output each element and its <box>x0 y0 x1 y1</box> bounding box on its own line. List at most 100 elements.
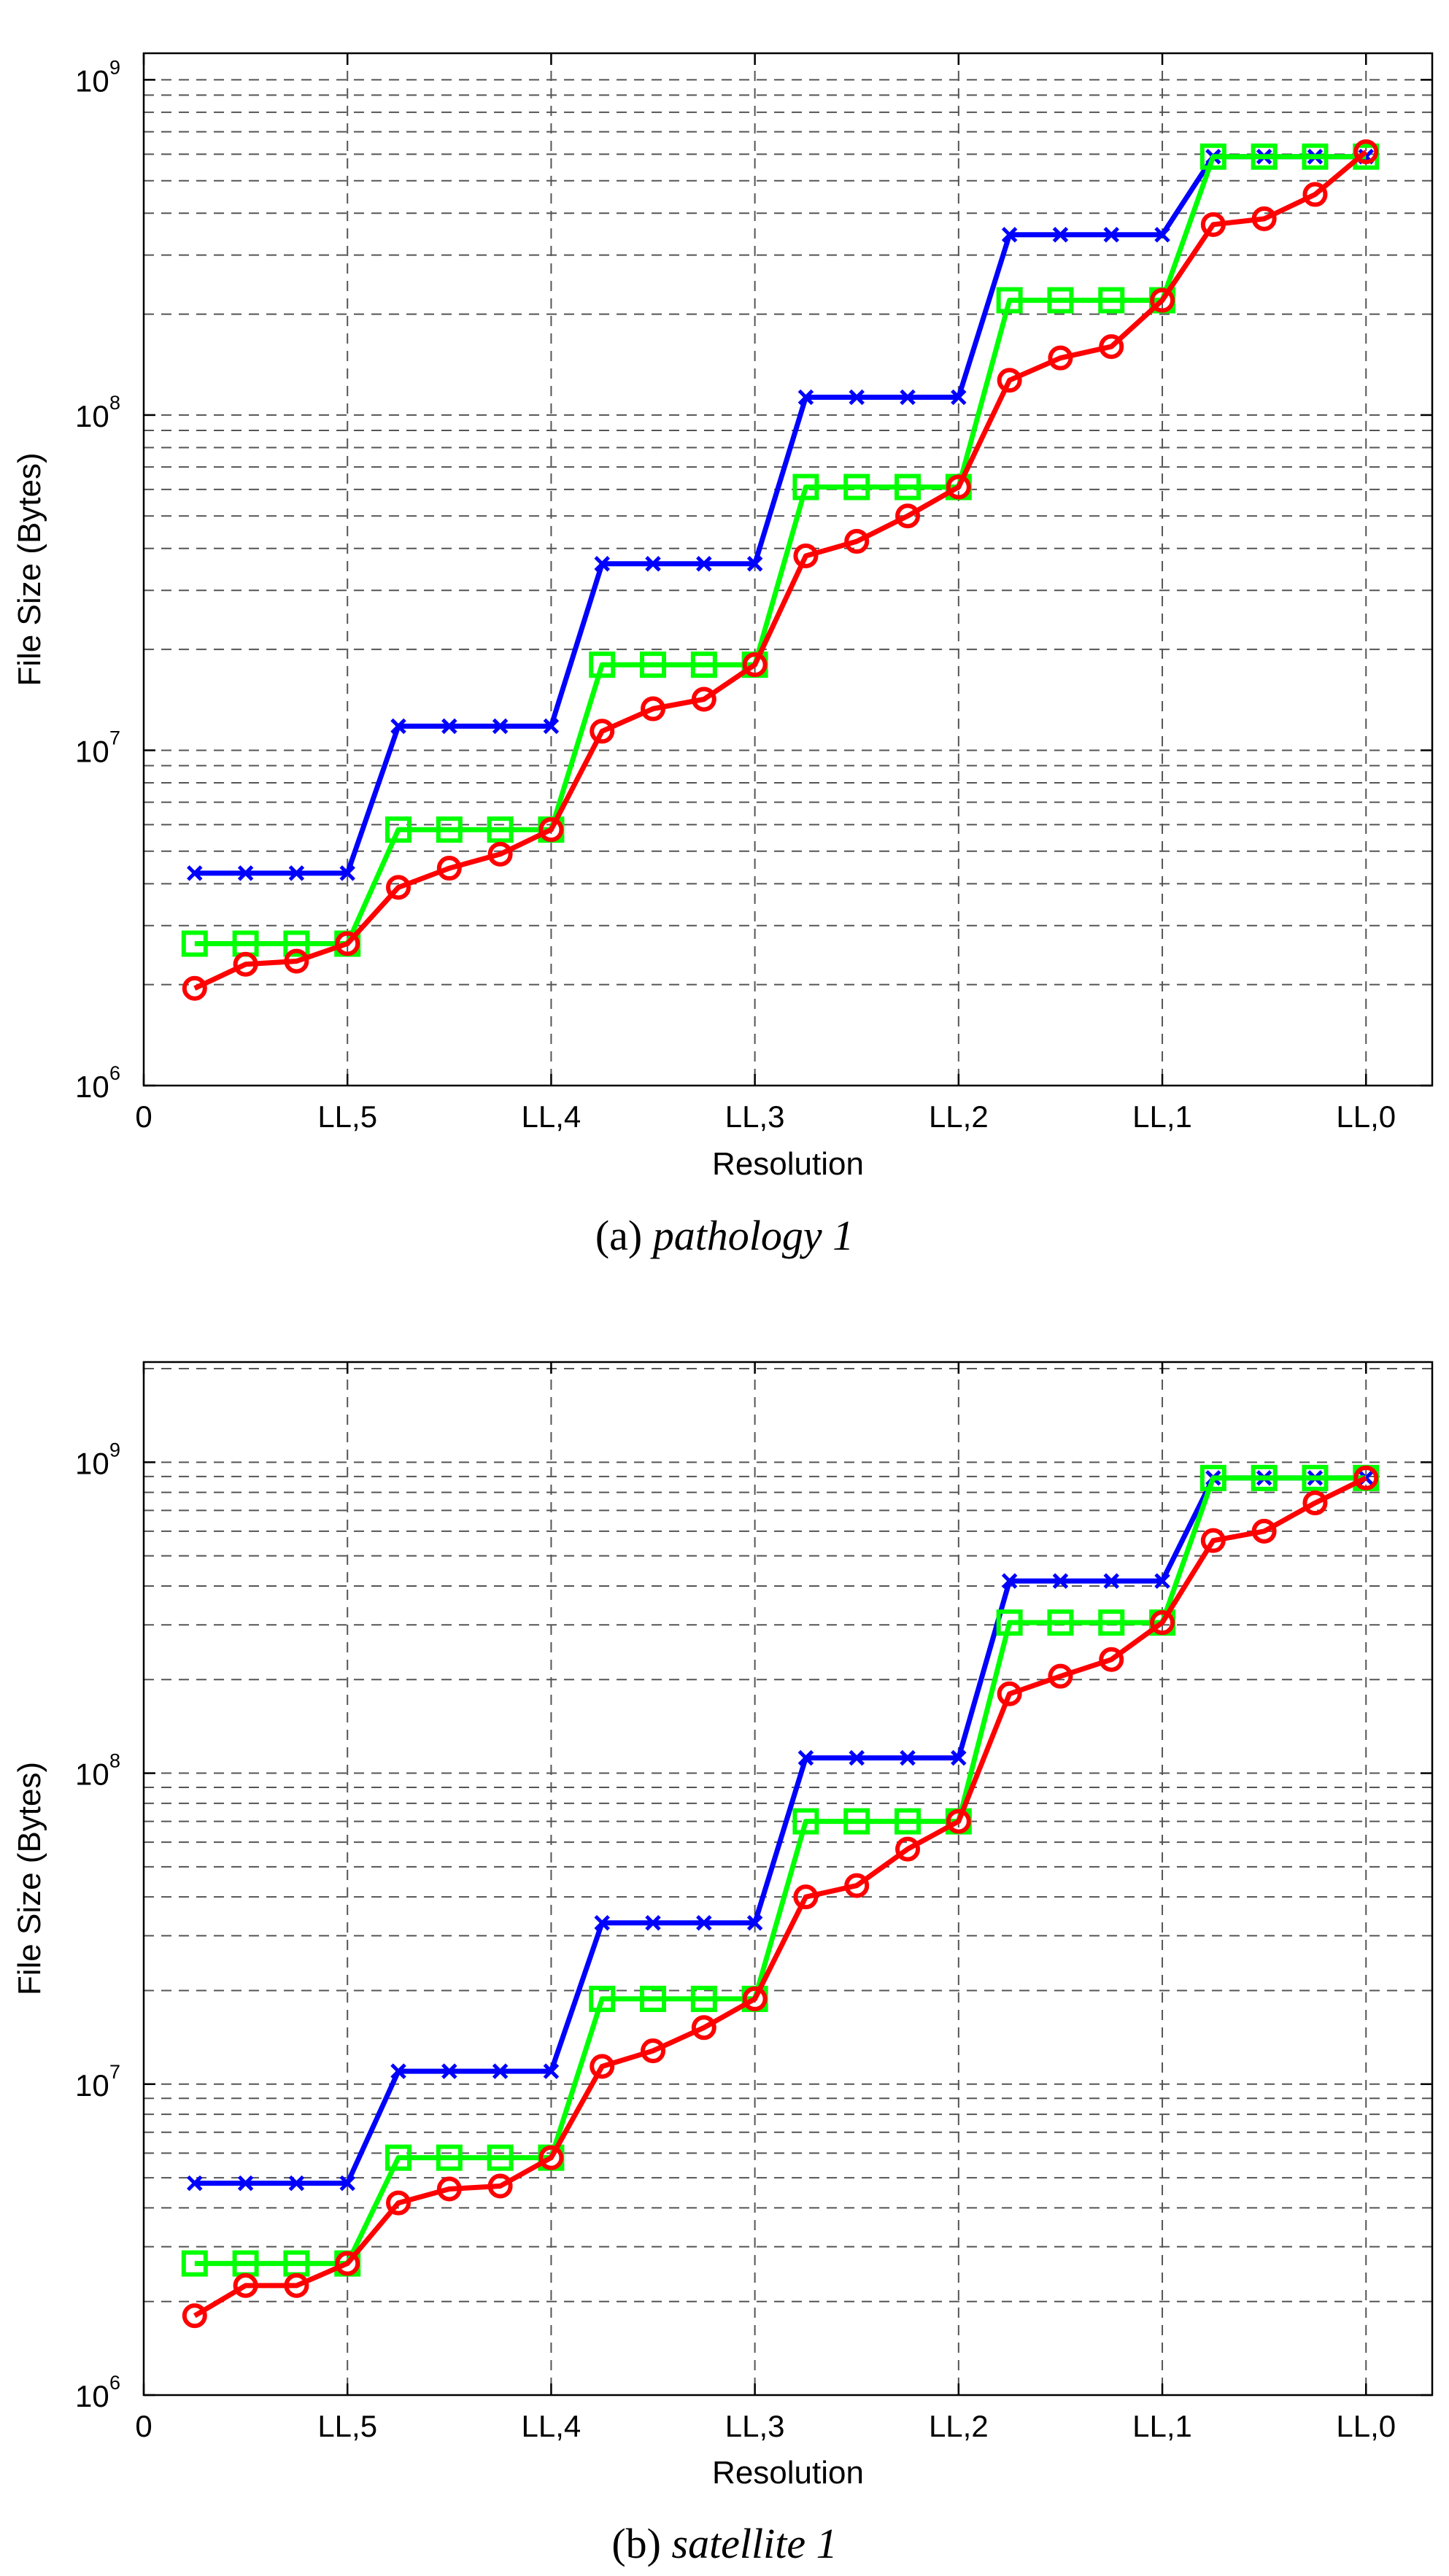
y-tick-label: 10 6 <box>75 1062 120 1104</box>
data-point-red <box>997 368 1022 393</box>
data-point-red <box>1150 1610 1175 1636</box>
data-point-green <box>640 1985 667 2012</box>
data-point-blue <box>1103 1573 1120 1589</box>
data-point-blue <box>746 1915 763 1931</box>
data-point-blue <box>696 1915 712 1931</box>
data-point-red <box>590 2054 615 2079</box>
marker-stroke <box>797 1749 814 1766</box>
data-point-blue <box>849 389 865 406</box>
marker-stroke <box>746 1915 763 1931</box>
marker-stroke <box>900 389 916 406</box>
data-point-green <box>1098 1609 1125 1636</box>
marker-stroke <box>645 556 661 572</box>
data-point-red <box>1099 334 1124 360</box>
data-point-red <box>1302 1490 1328 1516</box>
data-point-red <box>1048 1663 1073 1689</box>
x-axis-label: Resolution <box>712 1146 864 1182</box>
data-point-blue <box>492 718 509 735</box>
marker-stroke <box>900 1749 916 1766</box>
data-point-red <box>590 719 615 744</box>
data-point-blue <box>1103 227 1120 243</box>
y-axis-label: File Size (Bytes) <box>12 452 47 686</box>
figure-caption: (b) satellite 1 <box>611 2520 837 2567</box>
data-point-red <box>946 1809 971 1834</box>
x-tick-label: LL,4 <box>522 2409 581 2443</box>
marker-stroke <box>696 1915 712 1931</box>
marker-stroke <box>543 718 560 735</box>
y-tick-exponent: 9 <box>109 56 120 78</box>
data-point-red <box>284 2273 309 2298</box>
data-point-blue <box>492 2063 509 2079</box>
x-tick-label: LL,3 <box>725 2409 785 2443</box>
y-tick-label: 10 8 <box>75 1750 120 1792</box>
y-tick-base: 10 <box>75 2068 109 2103</box>
data-point-red <box>538 817 564 843</box>
marker-stroke <box>390 2063 406 2079</box>
marker-stroke <box>187 2175 203 2192</box>
data-point-blue <box>339 865 355 881</box>
y-axis-label: File Size (Bytes) <box>12 1762 47 1995</box>
y-tick-exponent: 8 <box>109 1750 120 1772</box>
y-tick-label: 10 7 <box>75 727 120 768</box>
data-point-blue <box>237 2175 254 2192</box>
marker-stroke <box>339 865 355 881</box>
data-point-green <box>894 1808 921 1835</box>
data-point-blue <box>1052 1573 1069 1589</box>
caption-prefix: (a) <box>595 1212 653 1259</box>
data-point-blue <box>645 1915 661 1931</box>
y-tick-label: 10 8 <box>75 392 120 433</box>
marker-stroke <box>441 718 457 735</box>
marker-stroke <box>594 1915 610 1931</box>
data-point-red <box>1099 1647 1124 1672</box>
x-tick-label: LL,1 <box>1132 2409 1192 2443</box>
data-point-green <box>843 1808 870 1835</box>
data-point-blue <box>1001 227 1018 243</box>
data-point-blue <box>441 718 457 735</box>
series-line-green <box>194 1475 1367 2267</box>
data-point-red <box>742 652 768 678</box>
data-point-blue <box>187 2175 203 2192</box>
x-tick-label: LL,2 <box>929 1099 989 1134</box>
data-point-green <box>1302 143 1329 170</box>
marker-stroke <box>849 389 865 406</box>
data-point-blue <box>951 389 967 406</box>
series-line-blue <box>194 1475 1367 2186</box>
data-point-green <box>1047 287 1074 314</box>
marker-stroke <box>237 2175 254 2192</box>
data-point-red <box>1302 182 1328 207</box>
data-point-blue <box>288 2175 305 2192</box>
figure-a: 0 LL,5 LL,4 LL,3 LL,2 LL,1 LL,0 10 6 10 7 10 8 10 9 Res… <box>12 52 1434 1259</box>
marker-stroke <box>492 2063 509 2079</box>
marker-stroke <box>797 389 814 406</box>
data-point-red <box>997 1681 1022 1706</box>
data-point-green <box>487 816 514 843</box>
data-point-blue <box>645 556 661 572</box>
data-point-green <box>283 930 310 957</box>
data-point-green <box>792 1808 819 1835</box>
axes-frame <box>142 1361 1434 2397</box>
series-red <box>182 139 1379 1001</box>
data-point-green <box>1047 1609 1074 1636</box>
y-tick-base: 10 <box>75 1757 109 1792</box>
data-point-red <box>1200 212 1226 237</box>
marker-stroke <box>390 718 406 735</box>
marker-stroke <box>1154 1573 1170 1589</box>
x-axis-label: Resolution <box>712 2455 864 2491</box>
x-tick-label: LL,2 <box>929 2409 989 2443</box>
y-tick-exponent: 6 <box>109 2372 120 2394</box>
data-point-red <box>487 2173 513 2199</box>
data-point-red <box>641 696 666 722</box>
y-tick-exponent: 7 <box>109 727 120 749</box>
marker-stroke <box>441 2063 457 2079</box>
data-point-blue <box>441 2063 457 2079</box>
data-point-red <box>233 2273 258 2298</box>
data-point-blue <box>187 865 203 881</box>
marker-stroke <box>1052 1573 1069 1589</box>
series-red <box>182 1465 1379 2329</box>
y-tick-base: 10 <box>75 734 109 768</box>
y-tick-exponent: 8 <box>109 392 120 414</box>
x-tick-label: LL,0 <box>1336 1099 1396 1134</box>
marker-stroke <box>1154 227 1170 243</box>
data-point-green <box>1098 287 1125 314</box>
